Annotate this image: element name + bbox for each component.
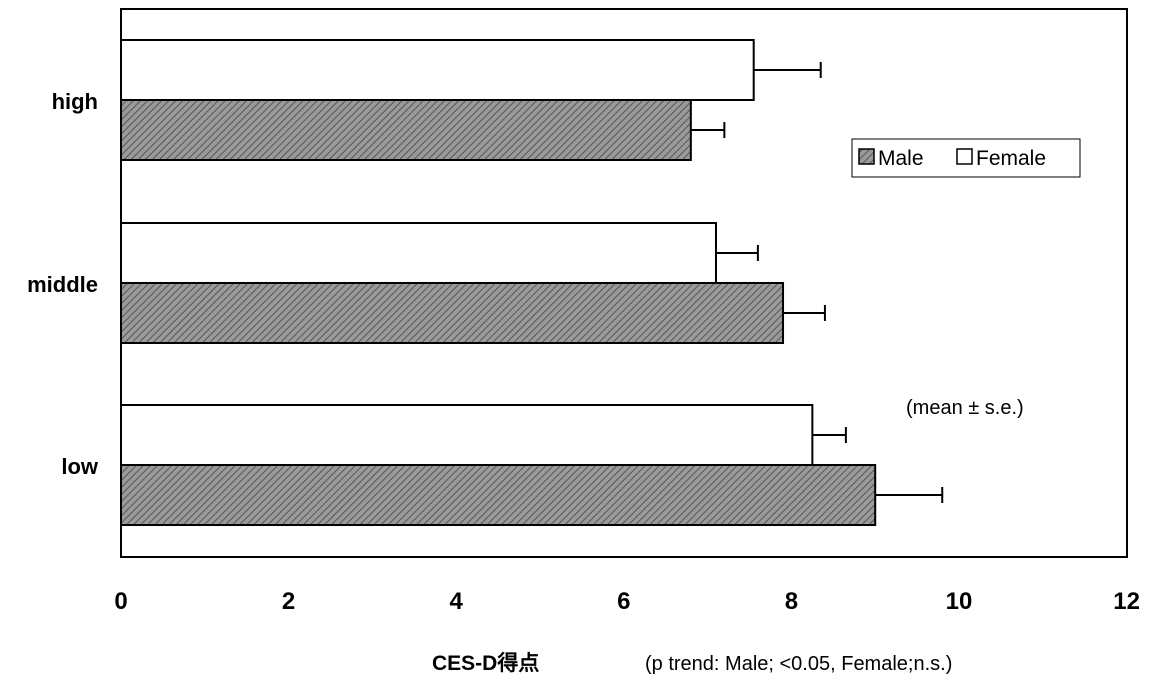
bar-male-middle <box>120 282 785 344</box>
bar-female-middle <box>120 222 717 284</box>
bar-female-high <box>120 39 755 101</box>
legend-label-female: Female <box>976 147 1046 170</box>
legend-label-male: Male <box>878 147 924 170</box>
x-axis-note: (p trend: Male; <0.05, Female;n.s.) <box>645 653 952 675</box>
x-tick-label-10: 10 <box>946 588 973 615</box>
x-tick-label-0: 0 <box>114 588 127 615</box>
category-label-high: high <box>52 89 98 114</box>
bar-female-low <box>120 404 814 466</box>
x-tick-label-8: 8 <box>785 588 798 615</box>
category-label-low: low <box>61 454 99 479</box>
bar-male-low <box>120 464 877 526</box>
x-tick-label-12: 12 <box>1113 588 1140 615</box>
category-label-middle: middle <box>27 272 98 297</box>
bar-male-high <box>120 99 692 161</box>
bars-group <box>120 39 944 526</box>
x-tick-labels: 0 2 4 6 8 10 12 <box>114 588 1140 615</box>
x-tick-label-4: 4 <box>450 588 464 615</box>
category-labels: high middle low <box>27 89 99 479</box>
x-tick-label-6: 6 <box>617 588 630 615</box>
x-axis-label: CES-D得点 <box>432 651 539 675</box>
annotation-mean-se: (mean ± s.e.) <box>906 397 1024 419</box>
legend: Male Female <box>851 138 1081 178</box>
legend-swatch-female <box>956 148 973 165</box>
x-tick-label-2: 2 <box>282 588 295 615</box>
legend-swatch-male <box>858 148 875 165</box>
